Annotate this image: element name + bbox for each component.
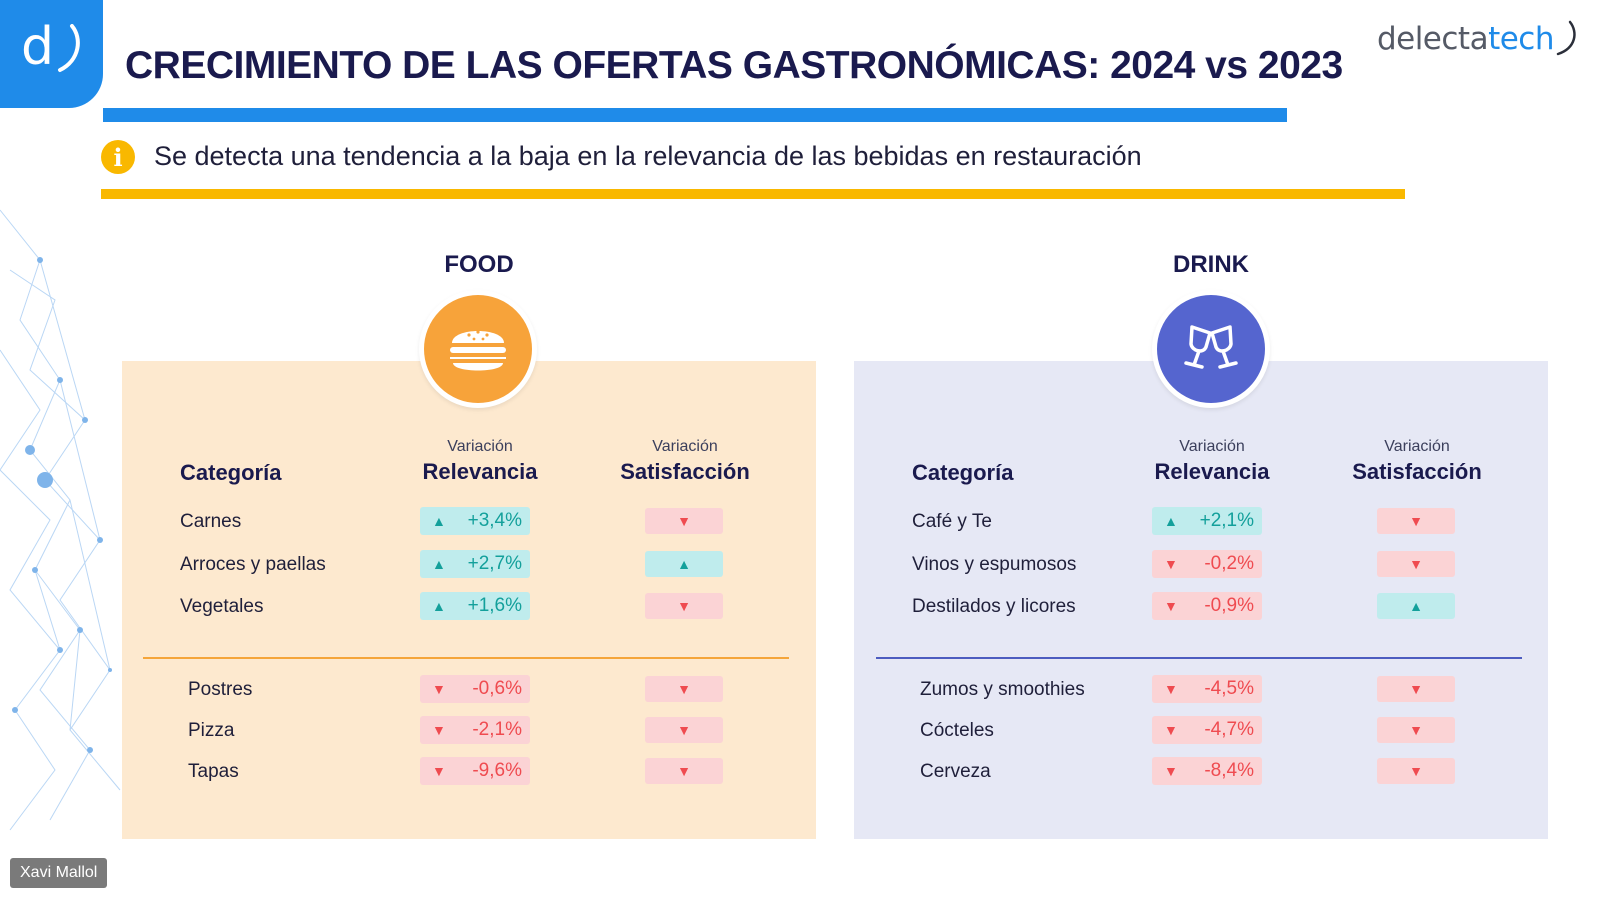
food-relevance-header: Variación Relevancia [410,438,550,485]
drink-row-label: Destilados y licores [912,596,1076,617]
drink-satisfaction-header: Variación Satisfacción [1337,438,1497,485]
info-icon: i [101,140,135,174]
arrow-down-icon: ▼ [1164,763,1178,779]
brand-logo: delecta tech [1377,20,1578,58]
brand-swoosh-icon [1556,20,1576,56]
food-relevance-value: -0,6% [472,678,522,699]
satisfaction-down-icon: ▼ [645,717,723,743]
food-row-label: Carnes [180,511,242,532]
food-row-label: Vegetales [180,596,264,617]
drink-relevance-value: -4,5% [1204,678,1254,699]
drink-relevance-pill: ▼ -0,9% [1152,592,1262,620]
satisfaction-down-icon: ▼ [1377,508,1455,534]
satisfaction-down-icon: ▼ [645,593,723,619]
drink-row-label: Vinos y espumosos [912,554,1077,575]
drink-badge [1152,290,1270,408]
arrow-up-icon: ▲ [432,556,446,572]
food-relevance-header-small: Variación [447,438,513,455]
satisfaction-down-icon: ▼ [645,758,723,784]
satisfaction-down-icon: ▼ [645,676,723,702]
drink-relevance-value: -8,4% [1204,760,1254,781]
food-relevance-pill: ▼ -9,6% [420,757,530,785]
food-badge [419,290,537,408]
satisfaction-down-icon: ▼ [1377,676,1455,702]
food-satisfaction-header-big: Satisfacción [620,459,750,484]
brand-name-part1: delecta [1376,21,1489,57]
food-relevance-header-big: Relevancia [422,459,538,484]
food-row-label: Tapas [188,761,239,782]
logo-swoosh-icon [58,24,80,72]
burger-icon [450,330,506,371]
drink-category-header: Categoría [912,460,1014,485]
drink-relevance-value: -4,7% [1204,719,1254,740]
food-title: FOOD [444,251,514,278]
company-logo: d [0,0,103,108]
drink-relevance-pill: ▼ -4,7% [1152,716,1262,744]
drink-row-label: Cerveza [920,761,991,782]
food-relevance-pill: ▲ +3,4% [420,507,530,535]
drink-relevance-value: -0,9% [1204,595,1254,616]
drink-relevance-pill: ▲ +2,1% [1152,507,1262,535]
food-relevance-pill: ▲ +1,6% [420,592,530,620]
arrow-down-icon: ▼ [1164,556,1178,572]
arrow-down-icon: ▼ [432,722,446,738]
drink-relevance-header: Variación Relevancia [1142,438,1282,485]
satisfaction-down-icon: ▼ [645,508,723,534]
drink-row-label: Zumos y smoothies [920,679,1085,700]
food-relevance-pill: ▲ +2,7% [420,550,530,578]
food-relevance-value: -2,1% [472,719,522,740]
drink-relevance-pill: ▼ -0,2% [1152,550,1262,578]
drink-relevance-pill: ▼ -8,4% [1152,757,1262,785]
food-relevance-value: +1,6% [467,595,522,616]
arrow-down-icon: ▼ [1164,722,1178,738]
arrow-up-icon: ▲ [1164,513,1178,529]
drink-row-label: Cócteles [920,720,994,741]
arrow-down-icon: ▼ [1164,681,1178,697]
presenter-name-tag: Xavi Mallol [10,858,108,888]
satisfaction-down-icon: ▼ [1377,551,1455,577]
food-satisfaction-header-small: Variación [652,438,718,455]
food-relevance-value: -9,6% [472,760,522,781]
title-underline [103,108,1287,122]
food-relevance-value: +2,7% [467,553,522,574]
arrow-down-icon: ▼ [1164,598,1178,614]
page-title: CRECIMIENTO DE LAS OFERTAS GASTRONÓMICAS… [125,44,1343,87]
drink-relevance-header-big: Relevancia [1154,459,1270,484]
food-row-label: Arroces y paellas [180,554,326,575]
satisfaction-down-icon: ▼ [1377,758,1455,784]
cheers-icon [1184,325,1238,369]
drink-satisfaction-header-small: Variación [1384,438,1450,455]
food-category-header: Categoría [180,460,282,485]
drink-row-label: Café y Te [912,511,992,532]
drink-relevance-value: +2,1% [1199,510,1254,531]
satisfaction-down-icon: ▼ [1377,717,1455,743]
subtitle: Se detecta una tendencia a la baja en la… [154,141,1142,171]
food-relevance-pill: ▼ -0,6% [420,675,530,703]
arrow-up-icon: ▲ [432,513,446,529]
drink-relevance-header-small: Variación [1179,438,1245,455]
brand-name-part2: tech [1488,21,1554,57]
drink-relevance-pill: ▼ -4,5% [1152,675,1262,703]
drink-divider [876,657,1522,659]
food-row-label: Postres [188,679,253,700]
food-relevance-pill: ▼ -2,1% [420,716,530,744]
arrow-up-icon: ▲ [432,598,446,614]
satisfaction-up-icon: ▲ [645,551,723,577]
food-divider [143,657,789,659]
food-satisfaction-header: Variación Satisfacción [605,438,765,485]
subtitle-underline [101,189,1405,199]
food-row-label: Pizza [188,720,235,741]
drink-title: DRINK [1173,251,1249,278]
arrow-down-icon: ▼ [432,763,446,779]
satisfaction-up-icon: ▲ [1377,593,1455,619]
logo-letter: d [20,17,54,77]
network-background [0,209,121,831]
arrow-down-icon: ▼ [432,681,446,697]
drink-relevance-value: -0,2% [1204,553,1254,574]
food-relevance-value: +3,4% [467,510,522,531]
drink-satisfaction-header-big: Satisfacción [1352,459,1482,484]
